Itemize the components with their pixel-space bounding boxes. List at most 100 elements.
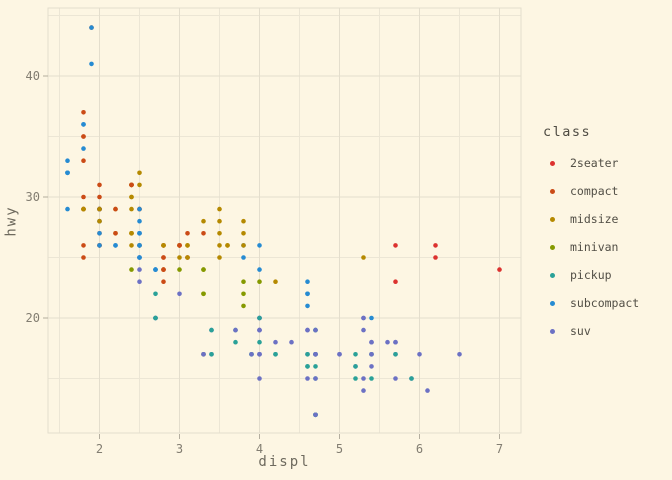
x-tick-label: 3 (176, 442, 183, 456)
legend-dot-icon (549, 216, 555, 222)
data-point (217, 218, 222, 224)
data-point (161, 255, 166, 260)
data-point (161, 243, 166, 248)
x-tick-label: 2 (96, 442, 103, 456)
data-point (137, 279, 142, 285)
data-point (233, 327, 238, 333)
data-point (257, 339, 262, 345)
legend-title: class (543, 124, 592, 140)
data-point (361, 255, 366, 260)
data-point (137, 231, 142, 236)
data-point (393, 339, 398, 345)
data-point (129, 194, 134, 200)
legend-key (543, 210, 561, 228)
data-point (81, 122, 86, 127)
data-point (393, 243, 398, 248)
data-point (273, 279, 278, 285)
data-point (153, 267, 158, 272)
data-point (361, 327, 366, 333)
legend-items: 2seater compact midsize minivan pickup subcom… (543, 149, 639, 345)
data-point (433, 243, 438, 248)
data-point (353, 364, 358, 369)
data-point (217, 255, 222, 260)
legend-dot-icon (549, 160, 555, 166)
x-tick-label: 7 (496, 442, 503, 456)
data-point (241, 279, 246, 285)
data-point (81, 243, 86, 248)
data-point (81, 110, 86, 115)
legend-label: suv (570, 324, 591, 338)
legend-key (543, 322, 561, 340)
data-point (137, 255, 142, 260)
data-point (241, 255, 246, 260)
data-point (137, 206, 142, 212)
data-point (81, 146, 86, 151)
legend-item-suv: suv (543, 317, 639, 345)
data-point (369, 376, 374, 381)
x-axis-title: displ (258, 454, 311, 470)
data-point (273, 352, 278, 357)
data-point (201, 352, 206, 357)
data-point (385, 339, 390, 345)
data-point (201, 291, 206, 297)
data-point (113, 243, 118, 248)
data-point (305, 291, 310, 297)
data-point (289, 339, 294, 345)
legend-key (543, 154, 561, 172)
y-axis-title-container: hwy (0, 8, 24, 433)
legend-label: compact (570, 184, 619, 198)
data-point (257, 352, 262, 357)
data-point (257, 376, 262, 381)
data-point (305, 327, 310, 333)
data-point (257, 327, 262, 333)
data-point (97, 218, 102, 224)
data-point (369, 339, 374, 345)
data-point (113, 206, 118, 212)
data-point (137, 218, 142, 224)
data-point (97, 194, 102, 200)
data-point (305, 364, 310, 369)
legend-key (543, 182, 561, 200)
x-tick-label: 5 (336, 442, 343, 456)
data-point (185, 231, 190, 236)
x-tick-label: 4 (256, 442, 263, 456)
data-point (361, 376, 366, 381)
data-point (457, 352, 462, 357)
data-point (81, 158, 86, 163)
y-tick-label: 40 (26, 69, 40, 83)
data-point (129, 206, 134, 212)
data-point (81, 134, 86, 139)
data-point (201, 218, 206, 224)
y-tick-label: 20 (26, 311, 40, 325)
data-point (161, 267, 166, 272)
legend-label: pickup (570, 268, 612, 282)
data-point (433, 255, 438, 260)
data-point (361, 388, 366, 393)
legend-label: minivan (570, 240, 619, 254)
data-point (369, 315, 374, 321)
legend-key (543, 238, 561, 256)
data-point (257, 267, 262, 272)
data-point (337, 352, 342, 357)
data-point (241, 218, 246, 224)
data-point (393, 279, 398, 285)
legend-key (543, 294, 561, 312)
legend-item-compact: compact (543, 177, 639, 205)
legend-dot-icon (549, 244, 555, 250)
data-point (417, 352, 422, 357)
data-point (393, 376, 398, 381)
legend-label: midsize (570, 212, 619, 226)
data-point (209, 327, 214, 333)
data-point (369, 364, 374, 369)
data-point (313, 352, 318, 357)
data-point (313, 364, 318, 369)
data-point (97, 231, 102, 236)
data-point (177, 291, 182, 297)
legend-item-minivan: minivan (543, 233, 639, 261)
panel-border (47, 7, 522, 434)
data-point (81, 255, 86, 260)
data-point (97, 243, 102, 248)
data-point (217, 243, 222, 248)
legend-item-subcompact: subcompact (543, 289, 639, 317)
